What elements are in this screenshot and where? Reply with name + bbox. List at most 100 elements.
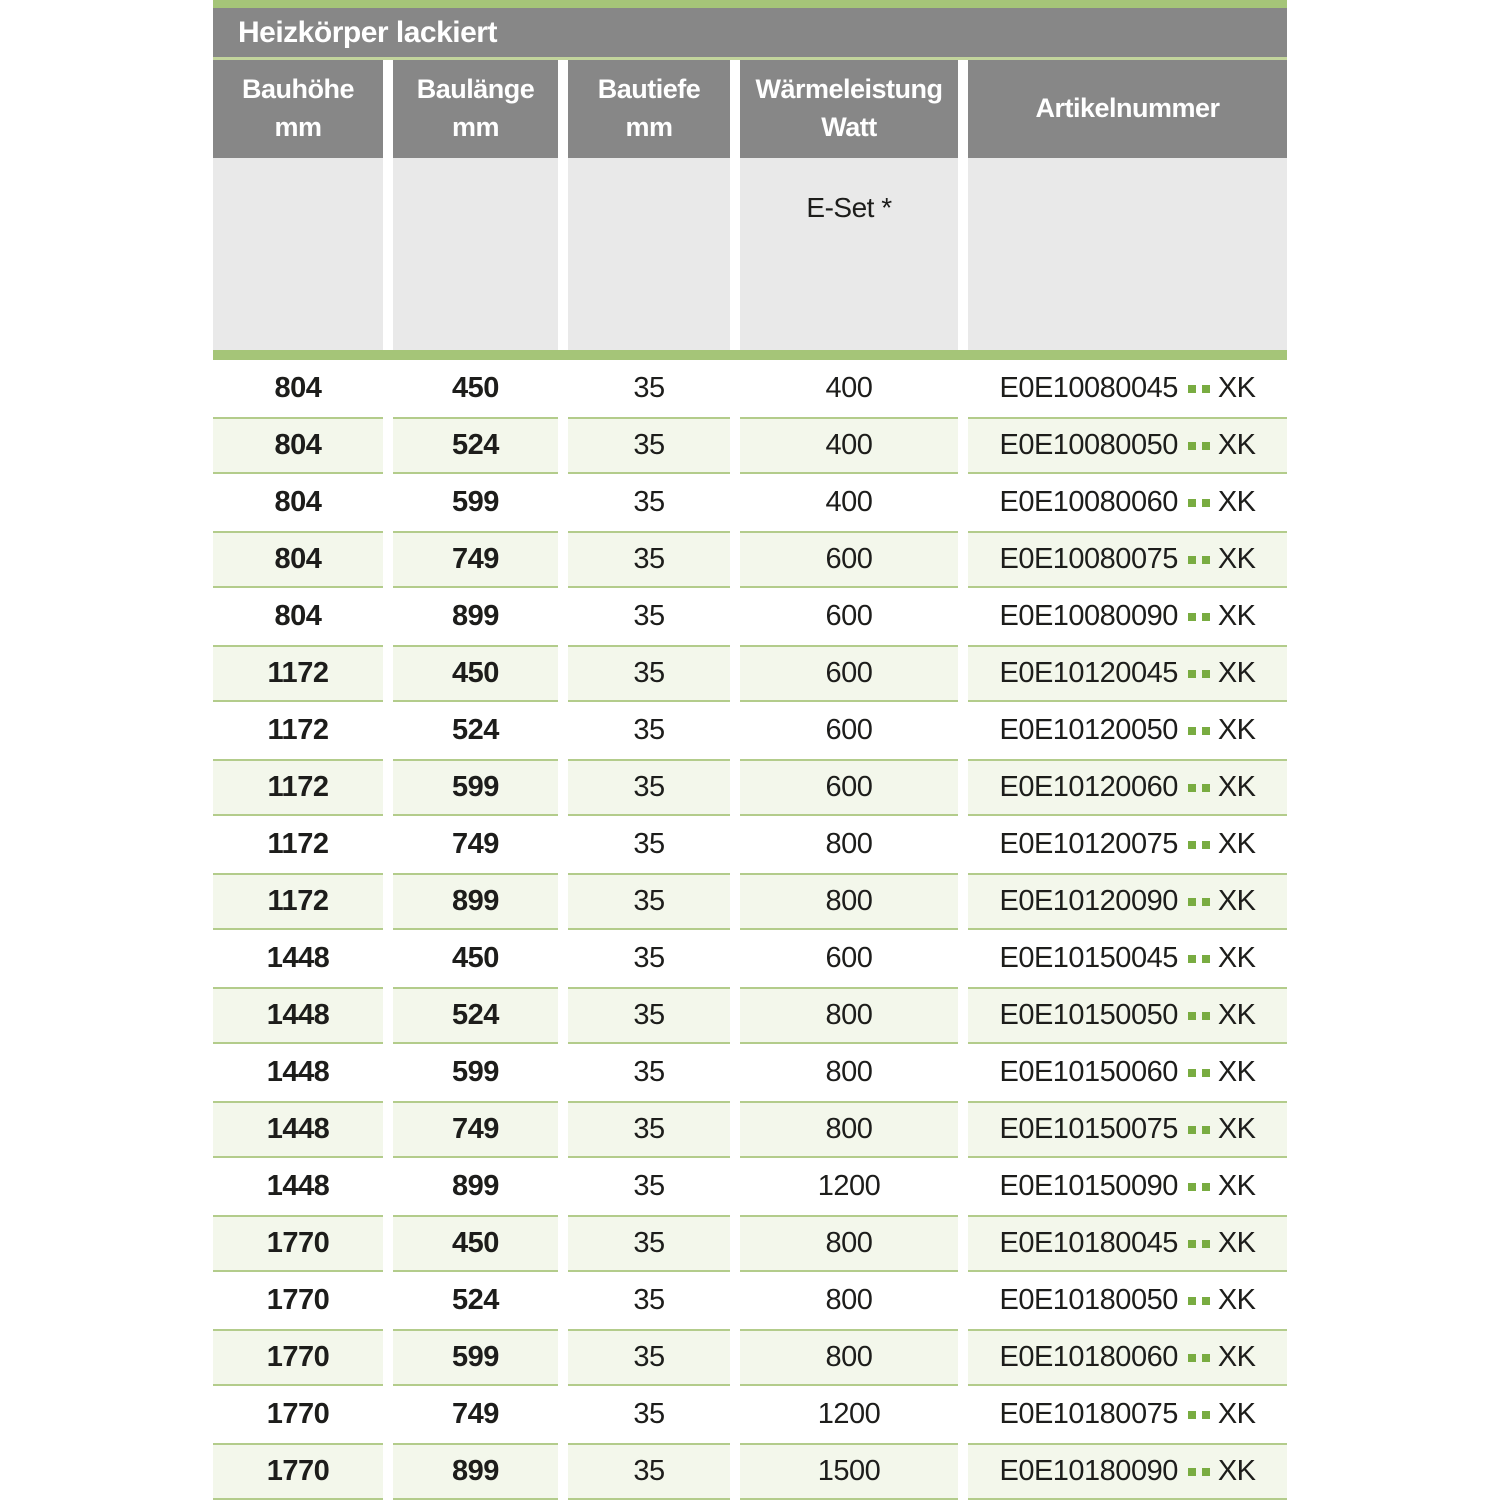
cell-artikelnummer: E0E10150090 XK [968,1158,1287,1215]
cell-bauhoehe: 804 [213,417,383,474]
artikel-suffix: XK [1217,999,1256,1031]
placeholder-dot-icon [1187,555,1196,564]
placeholder-dot-icon [1187,1068,1196,1077]
artikel-prefix: E0E10180090 [999,1455,1178,1487]
cell-artikelnummer: E0E10180045 XK [968,1215,1287,1272]
table-body: 804 450 35 400 E0E10080045 XK 804 524 35 400 E0E10… [213,360,1287,1500]
cell-watt: 400 [825,372,873,404]
artikel-prefix: E0E10150060 [999,1056,1178,1088]
cell-bautiefe: 35 [568,1329,730,1386]
cell-bauhoehe: 804 [274,600,322,632]
placeholder-dot-icon [1187,1239,1196,1248]
cell-baulaenge: 899 [393,873,558,930]
placeholder-dot-icon [1201,1239,1210,1248]
artikel-prefix: E0E10150075 [999,1113,1178,1145]
artikel-prefix: E0E10180050 [999,1284,1178,1316]
artikel-prefix: E0E10150090 [999,1170,1178,1202]
placeholder-dot-icon [1201,441,1210,450]
cell-watt: 800 [740,987,958,1044]
cell-artikelnummer: E0E10150050 XK [968,987,1287,1044]
cell-artikelnummer: E0E10180060 XK [968,1329,1287,1386]
cell-baulaenge: 899 [393,1443,558,1500]
column-label: Wärmeleistung [755,74,943,105]
artikel-prefix: E0E10080090 [999,600,1178,632]
artikel-suffix: XK [1217,1227,1256,1259]
cell-bauhoehe: 1448 [213,987,383,1044]
placeholder-dot-icon [1187,1353,1196,1362]
cell-artikelnummer: E0E10180050 XK [968,1272,1287,1329]
artikel-prefix: E0E10120090 [999,885,1178,917]
artikel-prefix: E0E10120075 [999,828,1178,860]
cell-bautiefe: 35 [568,1443,730,1500]
cell-bautiefe: 35 [633,1398,665,1430]
table-title-bar: Heizkörper lackiert [213,8,1287,57]
cell-baulaenge: 599 [452,1056,499,1088]
cell-artikelnummer: E0E10080060 XK [968,474,1287,531]
column-header-bautiefe: Bautiefe mm [568,60,730,158]
cell-bautiefe: 35 [633,942,665,974]
artikel-prefix: E0E10180060 [999,1341,1178,1373]
cell-artikelnummer: E0E10120050 XK [968,702,1287,759]
cell-bauhoehe: 1770 [266,1284,330,1316]
table-row: 1448 749 35 800 E0E10150075 XK [213,1101,1287,1158]
cell-watt: 400 [825,486,873,518]
table-row: 1172 749 35 800 E0E10120075 XK [213,816,1287,873]
cell-watt: 800 [740,1101,958,1158]
cell-bautiefe: 35 [568,987,730,1044]
top-accent-strip [213,0,1287,8]
column-header-waermeleistung: Wärmeleistung Watt [740,60,958,158]
cell-watt: 800 [825,1056,873,1088]
placeholder-dot-icon [1187,498,1196,507]
cell-watt: 1500 [740,1443,958,1500]
artikel-prefix: E0E10080045 [999,372,1178,404]
cell-bauhoehe: 1770 [213,1443,383,1500]
table-row: 1770 450 35 800 E0E10180045 XK [213,1215,1287,1272]
table-row: 804 749 35 600 E0E10080075 XK [213,531,1287,588]
placeholder-dot-icon [1187,726,1196,735]
column-label: Baulänge [416,74,535,105]
artikel-suffix: XK [1217,1170,1256,1202]
eset-label: E-Set * [806,192,892,223]
cell-baulaenge: 450 [452,372,499,404]
cell-bauhoehe: 1172 [213,645,383,702]
cell-bauhoehe: 1448 [213,1101,383,1158]
placeholder-dot-icon [1201,1410,1210,1419]
placeholder-dot-icon [1187,1410,1196,1419]
placeholder-dot-icon [1187,1011,1196,1020]
artikel-suffix: XK [1217,885,1256,917]
column-header-artikelnummer: Artikelnummer [968,60,1287,158]
table-row: 1172 599 35 600 E0E10120060 XK [213,759,1287,816]
cell-bauhoehe: 1448 [266,1170,330,1202]
cell-artikelnummer: E0E10080090 XK [968,588,1287,645]
placeholder-dot-icon [1201,954,1210,963]
cell-bauhoehe: 1172 [267,828,329,860]
artikel-suffix: XK [1217,486,1256,518]
placeholder-dot-icon [1201,498,1210,507]
cell-bautiefe: 35 [633,1284,665,1316]
placeholder-dot-icon [1187,669,1196,678]
cell-bautiefe: 35 [633,486,665,518]
table-row: 1172 899 35 800 E0E10120090 XK [213,873,1287,930]
cell-baulaenge: 450 [393,645,558,702]
cell-bauhoehe: 1770 [213,1215,383,1272]
artikel-suffix: XK [1217,372,1256,404]
table-row: 1770 899 35 1500 E0E10180090 XK [213,1443,1287,1500]
cell-watt: 800 [740,873,958,930]
column-unit: mm [451,112,500,142]
subheader-cell-bauhoehe [213,158,383,350]
artikel-suffix: XK [1217,1113,1256,1145]
cell-watt: 1200 [817,1170,881,1202]
cell-artikelnummer: E0E10120045 XK [968,645,1287,702]
subheader-row: E-Set * [213,158,1287,350]
cell-baulaenge: 749 [393,1101,558,1158]
cell-bautiefe: 35 [568,1101,730,1158]
placeholder-dot-icon [1201,555,1210,564]
artikel-suffix: XK [1217,771,1256,803]
artikel-prefix: E0E10150050 [999,999,1178,1031]
cell-watt: 800 [825,1284,873,1316]
cell-baulaenge: 599 [393,1329,558,1386]
cell-artikelnummer: E0E10180075 XK [968,1386,1287,1443]
artikel-prefix: E0E10180075 [999,1398,1178,1430]
cell-baulaenge: 524 [393,417,558,474]
